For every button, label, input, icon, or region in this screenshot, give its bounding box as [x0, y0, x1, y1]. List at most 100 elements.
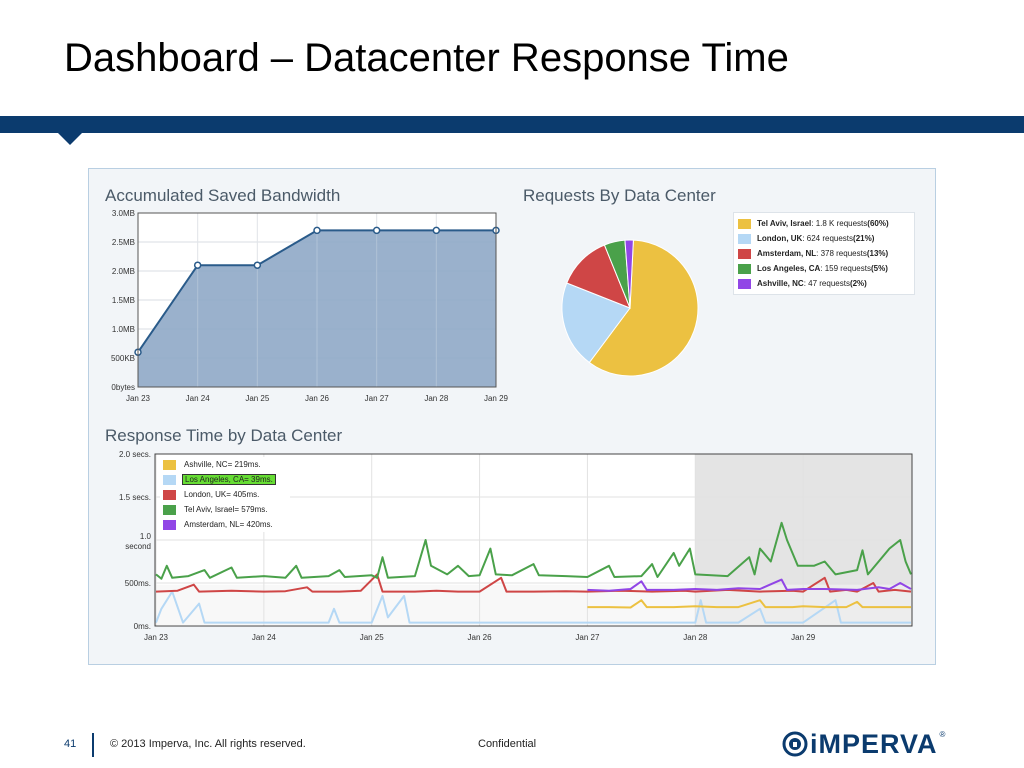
y-tick-label: 500KB: [111, 354, 135, 363]
legend-series-name: Los Angeles, CA= 39ms.: [182, 474, 276, 485]
x-tick-label: Jan 27: [365, 394, 390, 403]
requests-pie-chart: [561, 239, 699, 377]
legend-percent: (21%): [853, 234, 875, 243]
x-tick-label: Jan 25: [245, 394, 270, 403]
page-number: 41: [64, 738, 77, 750]
legend-swatch: [163, 474, 176, 485]
legend-series-name: Ashville, NC= 219ms.: [184, 460, 261, 469]
data-point: [253, 261, 262, 269]
data-point: [193, 261, 202, 269]
x-tick-label: Jan 26: [305, 394, 330, 403]
requests-legend: Tel Aviv, Israel: 1.8 K requests (60%) Lo…: [733, 212, 915, 295]
bandwidth-chart-title: Accumulated Saved Bandwidth: [105, 186, 341, 205]
legend-percent: (60%): [867, 219, 889, 228]
legend-swatch: [163, 489, 176, 500]
response-chart-title: Response Time by Data Center: [105, 426, 343, 445]
legend-detail: : 159 requests: [820, 264, 871, 273]
legend-item: London, UK= 405ms.: [160, 487, 290, 502]
x-tick-label: Jan 23: [144, 633, 169, 642]
plot-border: [154, 453, 913, 627]
legend-swatch: [163, 459, 176, 470]
legend-percent: (13%): [866, 249, 889, 258]
legend-item: Amsterdam, NL: 378 requests (13%): [738, 246, 910, 261]
y-tick-label: second: [125, 542, 151, 551]
data-point: [372, 226, 381, 235]
legend-detail: : 378 requests: [816, 249, 867, 258]
legend-swatch: [738, 263, 751, 274]
bandwidth-area: [138, 230, 496, 387]
y-tick-label: 0bytes: [111, 383, 135, 392]
x-tick-label: Jan 23: [126, 394, 151, 403]
y-tick-label: 2.0MB: [112, 267, 135, 276]
copyright-text: © 2013 Imperva, Inc. All rights reserved…: [110, 738, 306, 750]
y-tick-label: 1.5MB: [112, 296, 135, 305]
legend-swatch: [163, 519, 176, 530]
legend-detail: : 624 requests: [802, 234, 854, 243]
legend-item: Los Angeles, CA= 39ms.: [160, 472, 290, 487]
x-tick-label: Jan 24: [186, 394, 211, 403]
pie-slice: [566, 244, 631, 309]
legend-swatch: [738, 248, 751, 259]
pie-slice: [624, 239, 634, 309]
y-tick-label: 1.0MB: [112, 325, 135, 334]
legend-series-name: London, UK= 405ms.: [184, 490, 260, 499]
y-tick-label: 3.0MB: [112, 209, 135, 218]
legend-series-name: Los Angeles, CA: [757, 264, 821, 273]
legend-item: Tel Aviv, Israel= 579ms.: [160, 502, 290, 517]
series-line: [587, 578, 912, 592]
pie-slice: [561, 282, 631, 364]
y-tick-label: 0ms.: [134, 622, 151, 631]
y-tick-label: 1.0: [140, 532, 152, 541]
registered-mark: ®: [939, 730, 946, 739]
legend-item: Ashville, NC: 47 requests (2%): [738, 276, 910, 291]
legend-item: London, UK: 624 requests (21%): [738, 231, 910, 246]
response-time-legend: Ashville, NC= 219ms. Los Angeles, CA= 39m…: [160, 457, 290, 532]
x-tick-label: Jan 26: [468, 633, 493, 642]
x-tick-label: Jan 25: [360, 633, 385, 642]
legend-detail: : 1.8 K requests: [811, 219, 868, 228]
legend-swatch: [738, 218, 751, 229]
requests-chart-title: Requests By Data Center: [523, 186, 716, 205]
pie-slice: [588, 239, 699, 377]
legend-swatch: [738, 233, 751, 244]
legend-series-name: Ashville, NC: [757, 279, 804, 288]
legend-series-name: Amsterdam, NL= 420ms.: [184, 520, 273, 529]
confidential-label: Confidential: [478, 738, 537, 750]
series-line: [155, 521, 912, 580]
series-line: [155, 590, 911, 624]
x-tick-label: Jan 27: [575, 633, 600, 642]
legend-swatch: [738, 278, 751, 289]
series-line: [587, 599, 911, 609]
imperva-logo: iMPERVA ®: [782, 728, 946, 759]
legend-item: Tel Aviv, Israel: 1.8 K requests (60%): [738, 216, 910, 231]
imperva-logo-text: iMPERVA: [810, 728, 938, 759]
x-tick-label: Jan 29: [484, 394, 509, 403]
y-tick-label: 2.0 secs.: [119, 450, 151, 459]
legend-series-name: Tel Aviv, Israel= 579ms.: [184, 505, 268, 514]
y-tick-label: 2.5MB: [112, 238, 135, 247]
legend-series-name: Tel Aviv, Israel: [757, 219, 812, 228]
imperva-logo-icon: [782, 731, 808, 757]
legend-swatch: [163, 504, 176, 515]
legend-item: Los Angeles, CA: 159 requests (5%): [738, 261, 910, 276]
title-band: [0, 116, 1024, 133]
legend-percent: (5%): [870, 264, 888, 273]
plot-border: [137, 212, 497, 388]
data-point: [313, 226, 321, 235]
y-tick-label: 500ms.: [125, 579, 151, 588]
x-tick-label: Jan 28: [683, 633, 708, 642]
footer-divider: [92, 733, 94, 757]
x-tick-label: Jan 29: [791, 633, 816, 642]
legend-item: Amsterdam, NL= 420ms.: [160, 517, 290, 532]
legend-series-name: London, UK: [757, 234, 803, 243]
slide-title: Dashboard – Datacenter Response Time: [64, 36, 789, 80]
bandwidth-chart: 0bytes 500KB 1.0MB 1.5MB 2.0MB 2.5MB 3.0MB Jan …: [111, 209, 509, 403]
legend-item: Ashville, NC= 219ms.: [160, 457, 290, 472]
legend-series-name: Amsterdam, NL: [757, 249, 817, 258]
y-tick-label: 1.5 secs.: [119, 493, 151, 502]
legend-percent: (2%): [849, 279, 867, 288]
x-tick-label: Jan 28: [424, 394, 449, 403]
data-point: [432, 226, 441, 235]
title-band-notch: [58, 133, 82, 145]
legend-detail: : 47 requests: [803, 279, 850, 288]
